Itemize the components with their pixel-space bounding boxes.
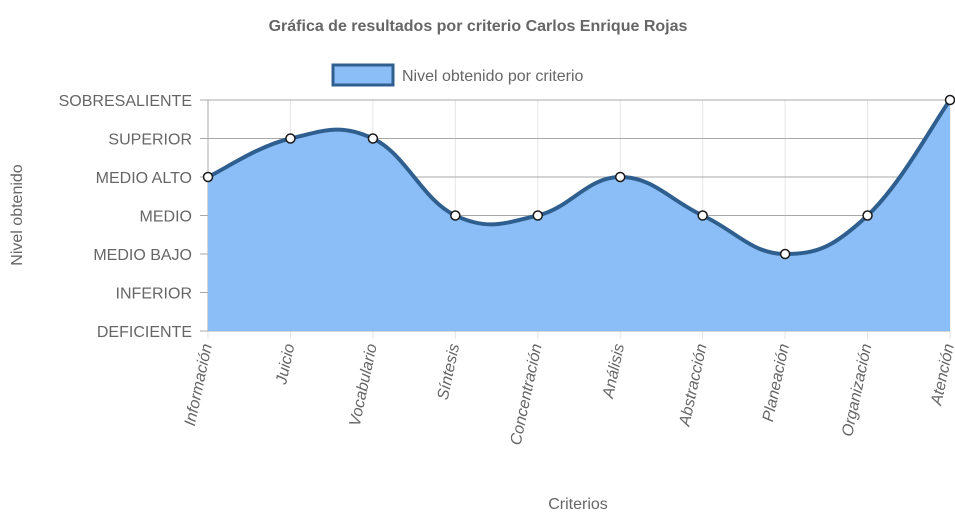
x-tick-label: Información — [182, 342, 216, 427]
series-line — [207, 98, 952, 256]
legend[interactable]: Nivel obtenido por criterio — [331, 63, 584, 87]
x-tick-label: Síntesis — [435, 342, 463, 401]
y-axis-title: Nivel obtenido — [9, 164, 26, 266]
y-tick-label: INFERIOR — [116, 286, 192, 303]
y-tick-label: DEFICIENTE — [97, 324, 192, 341]
x-tick-label: Organización — [839, 342, 875, 438]
data-point-2[interactable] — [367, 133, 379, 144]
data-point-4[interactable] — [532, 210, 544, 221]
x-axis-title: Criterios — [548, 496, 608, 513]
x-axis-ticks: Información Juicio Vocabulario Síntesis Conc… — [182, 342, 955, 447]
x-tick-label: Concentración — [508, 342, 546, 447]
area-fill — [208, 100, 950, 331]
x-tick-label: Análisis — [600, 342, 628, 400]
data-point-6[interactable] — [697, 210, 708, 221]
data-points — [202, 94, 955, 260]
data-point-5[interactable] — [614, 171, 626, 183]
data-point-3[interactable] — [450, 210, 461, 221]
y-tick-label: MEDIO ALTO — [96, 170, 192, 187]
legend-swatch[interactable] — [331, 63, 395, 87]
x-tick-label: Vocabulario — [347, 342, 381, 428]
y-tick-label: SOBRESALIENTE — [59, 93, 192, 110]
y-axis-ticks: DEFICIENTE INFERIOR MEDIO BAJO MEDIO MEDIO A… — [59, 93, 192, 341]
x-tick-label: Juicio — [273, 342, 298, 387]
area-series — [207, 98, 952, 331]
x-tick-label: Atención — [928, 342, 955, 408]
data-point-7[interactable] — [779, 248, 791, 260]
data-point-8[interactable] — [862, 210, 873, 221]
y-tick-label: MEDIO — [140, 209, 192, 226]
y-tick-label: SUPERIOR — [108, 132, 192, 149]
y-tick-label: MEDIO BAJO — [93, 247, 192, 264]
data-point-9[interactable] — [944, 94, 955, 106]
legend-label[interactable]: Nivel obtenido por criterio — [402, 68, 584, 85]
data-point-1[interactable] — [285, 133, 296, 144]
x-tick-label: Abstracción — [676, 342, 710, 428]
data-point-0[interactable] — [202, 171, 214, 183]
chart-title: Gráfica de resultados por criterio Carlo… — [269, 18, 688, 35]
x-tick-label: Planeación — [760, 342, 793, 423]
